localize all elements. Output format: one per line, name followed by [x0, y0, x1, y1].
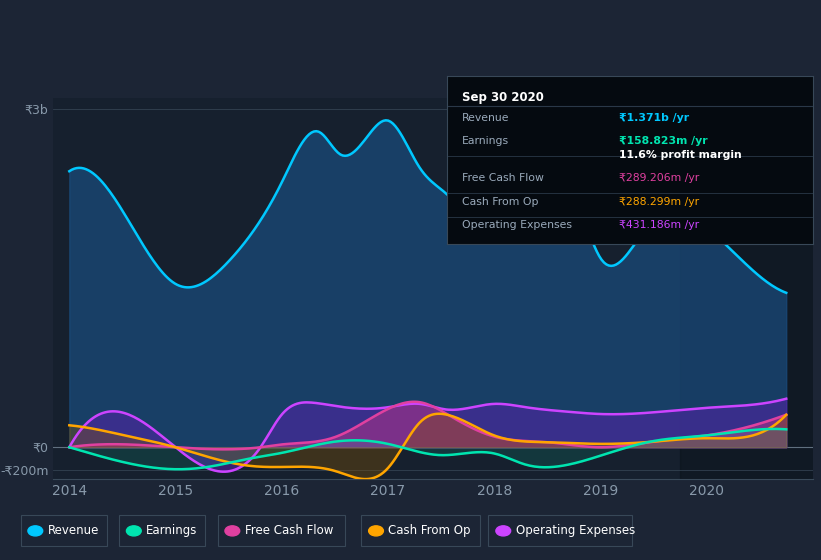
Text: Free Cash Flow: Free Cash Flow — [462, 173, 544, 183]
Text: ₹431.186m /yr: ₹431.186m /yr — [619, 220, 699, 230]
Bar — [680, 98, 821, 479]
Text: Earnings: Earnings — [462, 136, 509, 146]
Text: Free Cash Flow: Free Cash Flow — [245, 524, 333, 538]
Text: Operating Expenses: Operating Expenses — [462, 220, 572, 230]
Text: Cash From Op: Cash From Op — [388, 524, 470, 538]
Text: Sep 30 2020: Sep 30 2020 — [462, 91, 544, 104]
Text: Revenue: Revenue — [462, 113, 510, 123]
Text: Cash From Op: Cash From Op — [462, 197, 539, 207]
Text: ₹1.371b /yr: ₹1.371b /yr — [619, 113, 690, 123]
Text: Revenue: Revenue — [48, 524, 99, 538]
Text: ₹289.206m /yr: ₹289.206m /yr — [619, 173, 699, 183]
Text: 11.6% profit margin: 11.6% profit margin — [619, 150, 742, 160]
Text: Earnings: Earnings — [146, 524, 198, 538]
Text: ₹288.299m /yr: ₹288.299m /yr — [619, 197, 699, 207]
Text: ₹158.823m /yr: ₹158.823m /yr — [619, 136, 708, 146]
Text: Operating Expenses: Operating Expenses — [516, 524, 635, 538]
